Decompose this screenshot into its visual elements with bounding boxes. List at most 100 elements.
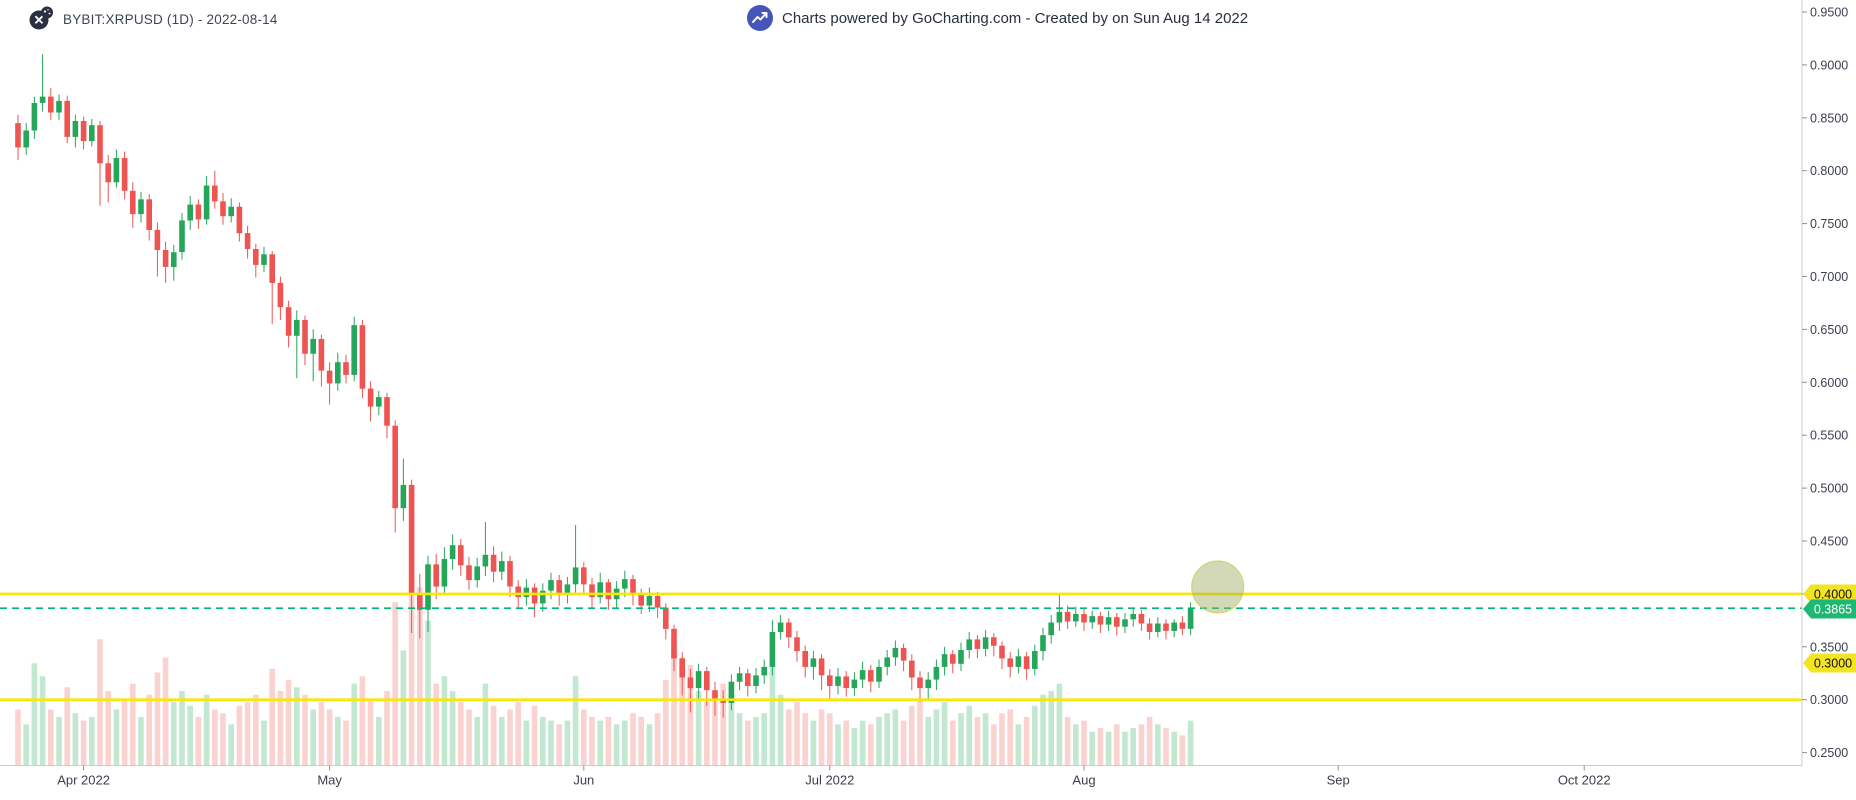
candle-body — [515, 586, 521, 598]
candle-body — [827, 675, 833, 686]
price-tick-label: 0.6000 — [1810, 376, 1848, 390]
volume-bar — [56, 716, 62, 765]
candle-body — [786, 622, 792, 638]
price-tag-label: 0.3865 — [1814, 603, 1852, 617]
candle-body — [1179, 622, 1186, 629]
candle-body — [384, 397, 390, 426]
candle-body — [154, 229, 161, 250]
price-tag-shape — [1803, 599, 1856, 619]
volume-bar — [720, 683, 726, 765]
volume-bar — [663, 679, 669, 765]
volume-bar — [417, 587, 423, 765]
candle-body — [728, 681, 735, 703]
candle-body — [564, 584, 571, 595]
candle-body — [89, 125, 95, 142]
volume-bar — [991, 724, 997, 765]
candle-body — [695, 671, 702, 688]
symbol-title: BYBIT:XRPUSD (1D) - 2022-08-14 — [63, 11, 278, 27]
candle-body — [236, 206, 243, 234]
price-tick-label: 0.8000 — [1810, 164, 1848, 178]
volume-bar — [392, 602, 398, 765]
watermark-credit: Charts powered by GoCharting.com - Creat… — [746, 4, 1248, 32]
volume-bar — [868, 724, 874, 765]
candle-body — [244, 233, 251, 249]
price-tick-label: 0.5000 — [1810, 482, 1848, 496]
candle-body — [704, 671, 710, 691]
volume-bar — [138, 716, 144, 765]
annotation-circle[interactable] — [1191, 560, 1245, 614]
volume-bar — [154, 672, 161, 765]
volume-bar — [909, 705, 915, 765]
volume-bar — [1073, 724, 1079, 765]
volume-bar — [728, 698, 735, 765]
volume-bar — [1007, 709, 1013, 765]
volume-bar — [408, 580, 415, 765]
volume-bar — [950, 720, 956, 765]
volume-bar — [302, 694, 308, 765]
volume-bar — [499, 716, 505, 765]
candle-body — [72, 121, 79, 137]
volume-bar — [941, 702, 948, 765]
candle-body — [646, 596, 653, 606]
candle-body — [269, 254, 275, 283]
volume-bar — [1048, 691, 1054, 765]
candle-body — [925, 679, 931, 689]
volume-bar — [212, 709, 218, 765]
candle-body — [433, 564, 439, 587]
volume-bar — [236, 705, 243, 765]
candle-body — [572, 567, 579, 585]
date-tick-label: Jun — [573, 773, 594, 788]
volume-bar — [113, 709, 120, 765]
candle-body — [597, 582, 603, 598]
date-tick-label: Aug — [1072, 773, 1095, 788]
candle-body — [1097, 616, 1104, 625]
volume-bar — [1171, 731, 1177, 765]
volume-bar — [326, 709, 333, 765]
candle-body — [638, 595, 644, 606]
volume-bar — [515, 702, 521, 765]
volume-bar — [859, 720, 866, 765]
candle-body — [712, 690, 718, 699]
candle-body — [1015, 656, 1022, 667]
candle-body — [441, 559, 448, 587]
candle-body — [663, 607, 669, 629]
candle-body — [179, 220, 185, 253]
volume-bar — [917, 698, 923, 765]
volume-bar — [171, 702, 177, 765]
volume-bar — [1081, 720, 1087, 765]
volume-bar — [359, 676, 366, 765]
volume-bar — [884, 713, 890, 765]
candle-body — [425, 564, 431, 610]
volume-bar — [277, 691, 284, 765]
candle-body — [56, 100, 62, 113]
candle-body — [162, 250, 169, 267]
candle-body — [531, 587, 538, 604]
price-tick-label: 0.3000 — [1810, 693, 1848, 707]
volume-bar — [351, 683, 357, 765]
volume-bar — [384, 691, 390, 765]
candle-body — [277, 282, 284, 308]
candle-body — [950, 654, 956, 664]
candles-pane — [15, 54, 1194, 718]
volume-bar — [1146, 716, 1153, 765]
volume-pane — [15, 580, 1194, 766]
candle-body — [1114, 617, 1120, 627]
volume-bar — [835, 724, 841, 765]
price-tag-label: 0.4000 — [1814, 588, 1852, 602]
volume-bar — [622, 720, 628, 765]
price-tag-0.3865: 0.3865 — [1803, 599, 1856, 619]
candle-body — [417, 595, 423, 610]
price-tick-label: 0.9500 — [1810, 6, 1848, 20]
price-tick-label: 0.3500 — [1810, 640, 1848, 654]
candle-body — [909, 660, 915, 678]
candle-body — [859, 670, 866, 680]
candle-body — [351, 325, 357, 375]
volume-bar — [802, 713, 808, 765]
candle-body — [1130, 614, 1136, 620]
candle-body — [121, 158, 128, 191]
candle-body — [1105, 617, 1112, 625]
volume-bar — [753, 716, 759, 765]
